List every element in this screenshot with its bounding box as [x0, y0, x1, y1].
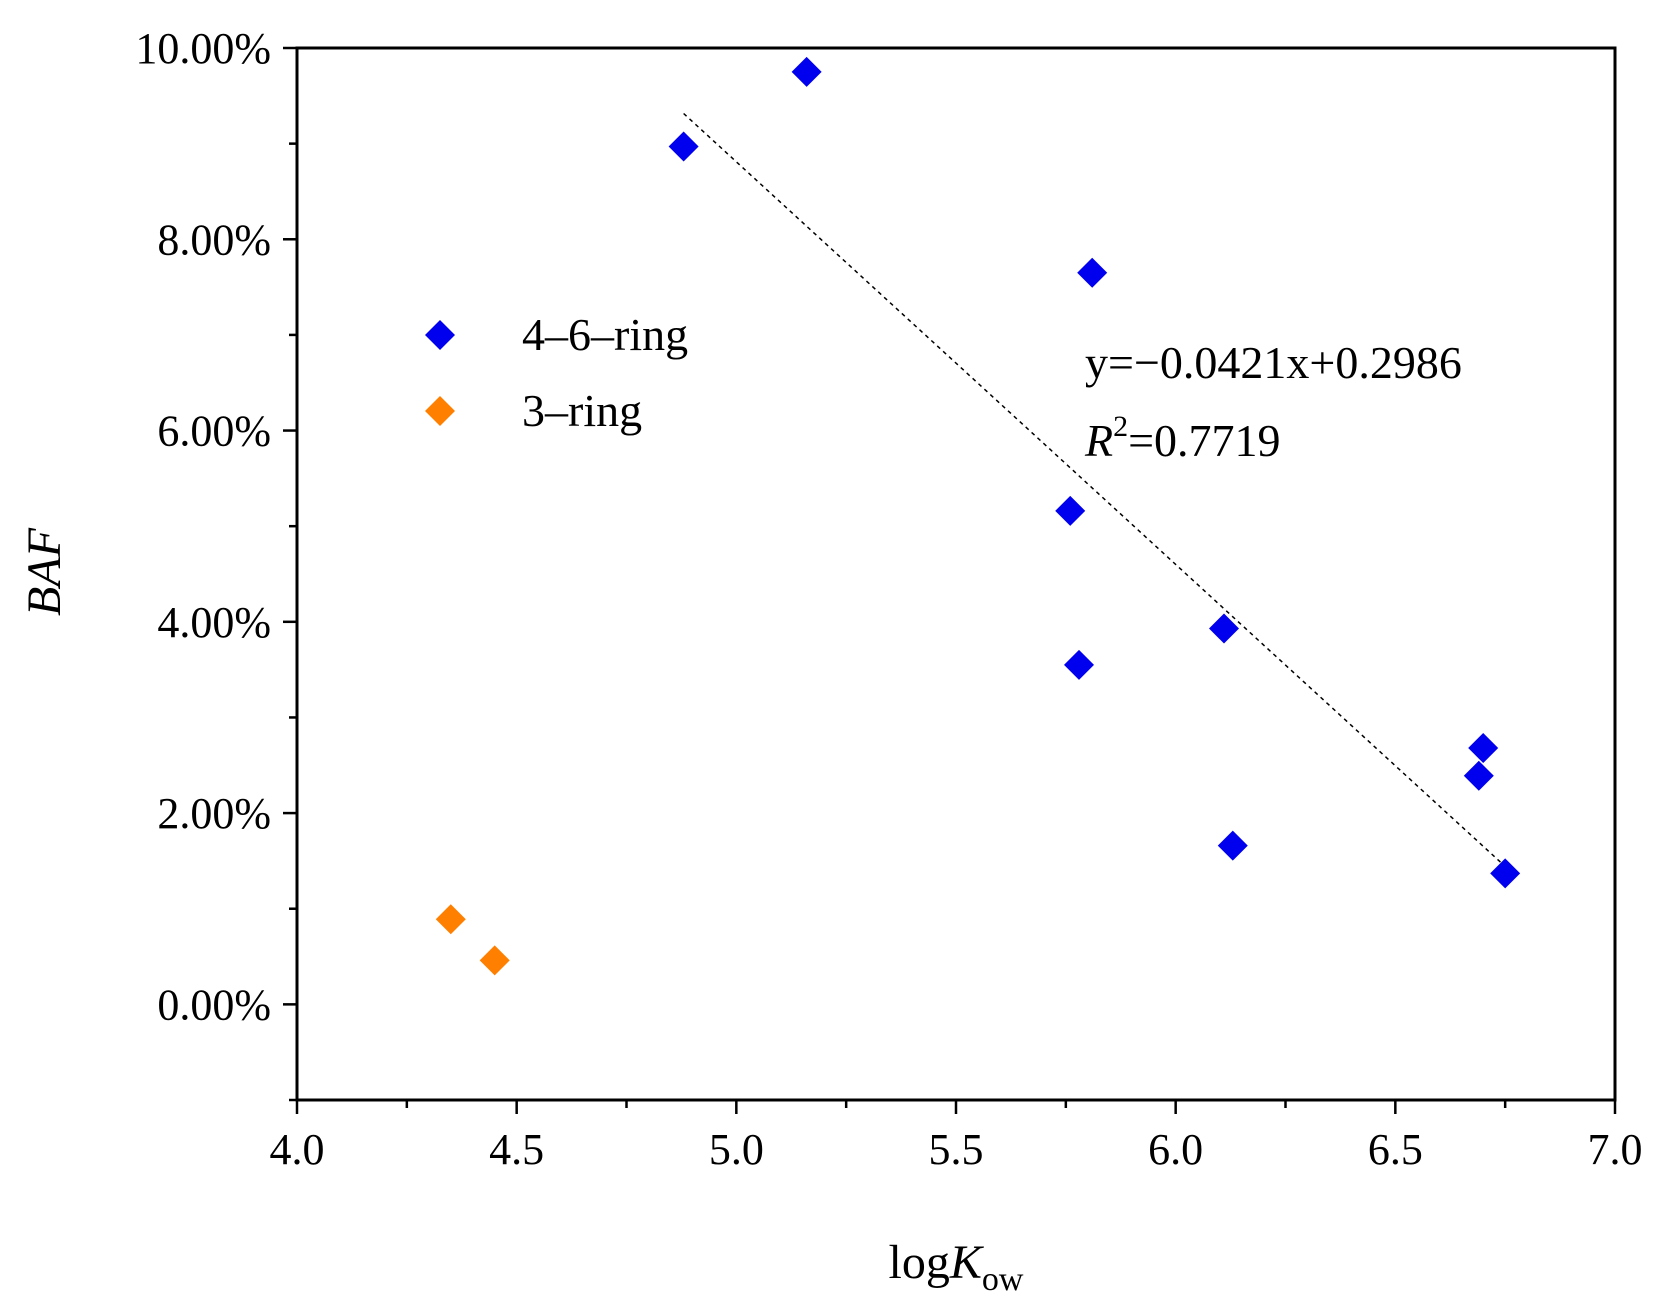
x-axis-title: logKow [889, 1236, 1024, 1298]
legend-marker-3-ring [425, 396, 455, 426]
data-point-4-6-ring [668, 131, 699, 162]
x-axis-ticks: 4.0 4.5 5.0 5.5 6.0 6.5 7.0 [270, 1100, 1643, 1174]
legend: 4–6–ring 3–ring [425, 309, 688, 436]
legend-label-4-6-ring: 4–6–ring [522, 309, 688, 360]
data-point-4-6-ring [1468, 733, 1499, 764]
data-point-4-6-ring [1208, 613, 1239, 644]
x-tick-label: 4.5 [489, 1125, 544, 1174]
data-point-4-6-ring [1490, 858, 1521, 889]
data-point-4-6-ring [1064, 649, 1095, 680]
data-point-4-6-ring [1055, 495, 1086, 526]
data-point-3-ring [479, 945, 510, 976]
x-tick-label: 5.0 [709, 1125, 764, 1174]
y-tick-label: 6.00% [157, 407, 271, 456]
data-point-4-6-ring [791, 56, 822, 87]
x-tick-label: 4.0 [270, 1125, 325, 1174]
y-tick-label: 10.00% [135, 24, 271, 73]
data-point-3-ring [435, 904, 466, 935]
y-tick-label: 8.00% [157, 215, 271, 264]
y-axis-title: BAF [18, 527, 71, 616]
r-squared-label: R2=0.7719 [1084, 410, 1281, 466]
y-tick-label: 0.00% [157, 980, 271, 1029]
x-tick-label: 5.5 [929, 1125, 984, 1174]
plot-frame [295, 46, 1617, 1102]
legend-label-3-ring: 3–ring [522, 385, 642, 436]
regression-equation: y=−0.0421x+0.2986 [1085, 337, 1462, 388]
data-points [435, 56, 1521, 976]
legend-marker-4-6-ring [425, 320, 455, 350]
y-tick-label: 4.00% [157, 598, 271, 647]
data-point-4-6-ring [1077, 257, 1108, 288]
trendline-group [683, 112, 1506, 867]
data-point-4-6-ring [1463, 760, 1494, 791]
data-point-4-6-ring [1217, 830, 1248, 861]
x-tick-label: 7.0 [1588, 1125, 1643, 1174]
regression-trendline [683, 112, 1506, 867]
x-tick-label: 6.0 [1148, 1125, 1203, 1174]
x-tick-label: 6.5 [1368, 1125, 1423, 1174]
y-tick-label: 2.00% [157, 789, 271, 838]
y-axis-ticks: 0.00% 2.00% 4.00% 6.00% 8.00% 10.00% [135, 24, 297, 1102]
